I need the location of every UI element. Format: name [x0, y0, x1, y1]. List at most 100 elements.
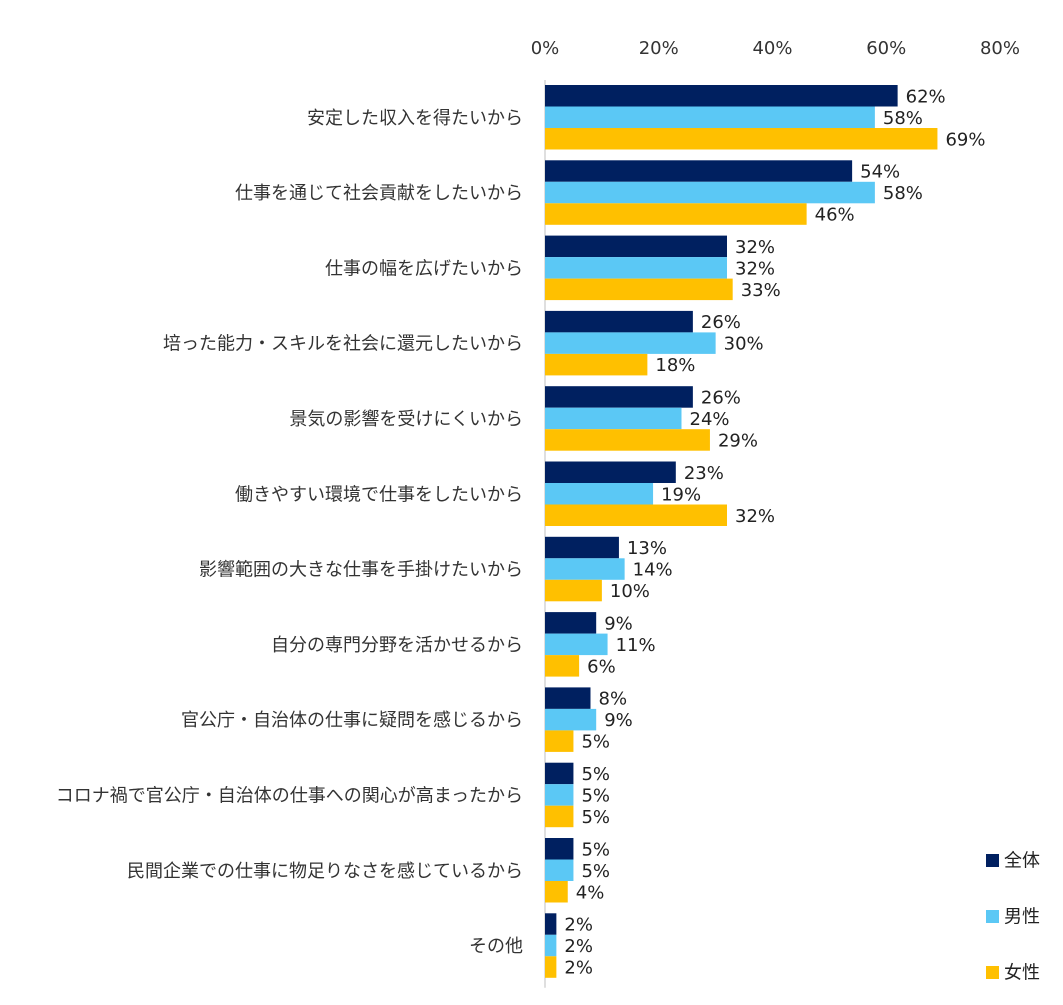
- bar: [545, 913, 557, 935]
- bar: [545, 257, 727, 279]
- category-label: 仕事の幅を広げたいから: [325, 258, 523, 279]
- category-label: 影響範囲の大きな仕事を手掛けたいから: [199, 560, 523, 581]
- data-label: 58%: [883, 108, 923, 129]
- data-label: 26%: [701, 387, 741, 408]
- legend-label: 男性: [1004, 907, 1040, 928]
- category-label: 民間企業での仕事に物足りなさを感じているから: [127, 861, 523, 882]
- data-label: 26%: [701, 312, 741, 333]
- legend-label: 全体: [1004, 851, 1040, 872]
- data-label: 19%: [661, 484, 701, 505]
- bar: [545, 85, 898, 107]
- legend-label: 女性: [1004, 963, 1040, 984]
- category-label: 自分の専門分野を活かせるから: [271, 635, 523, 656]
- data-label: 23%: [684, 463, 724, 484]
- bar: [545, 483, 654, 505]
- data-label: 2%: [564, 958, 593, 979]
- data-label: 5%: [581, 839, 610, 860]
- data-label: 29%: [718, 430, 758, 451]
- bar: [545, 612, 597, 634]
- data-label: 5%: [581, 807, 610, 828]
- data-label: 6%: [587, 656, 616, 677]
- data-label: 33%: [741, 280, 781, 301]
- x-tick-label: 20%: [639, 38, 679, 59]
- bar: [545, 762, 574, 785]
- data-label: 5%: [581, 785, 610, 806]
- bar: [545, 956, 557, 978]
- category-labels: 安定した収入を得たいから仕事を通じて社会貢献をしたいから仕事の幅を広げたいから培…: [56, 108, 523, 957]
- bar: [545, 429, 710, 451]
- category-label: 官公庁・自治体の仕事に疑問を感じるから: [181, 710, 523, 731]
- x-tick-label: 60%: [866, 38, 906, 59]
- data-label: 58%: [883, 183, 923, 204]
- bar: [545, 536, 619, 559]
- data-label: 5%: [581, 732, 610, 753]
- data-label: 32%: [735, 506, 775, 527]
- legend-swatch: [986, 854, 999, 867]
- bar: [545, 579, 602, 602]
- category-label: その他: [469, 936, 523, 957]
- data-label: 46%: [815, 205, 855, 226]
- data-label: 62%: [906, 86, 946, 107]
- data-label: 5%: [581, 764, 610, 785]
- bar: [545, 461, 676, 483]
- bar: [545, 687, 591, 709]
- data-label: 54%: [860, 162, 900, 183]
- category-label: 景気の影響を受けにくいから: [289, 409, 523, 430]
- bar: [545, 633, 608, 656]
- category-label: コロナ禍で官公庁・自治体の仕事への関心が高まったから: [56, 785, 523, 806]
- data-label: 13%: [627, 538, 667, 559]
- data-label: 9%: [604, 613, 633, 634]
- data-label: 69%: [945, 129, 985, 150]
- data-label: 10%: [610, 581, 650, 602]
- bar: [545, 106, 875, 128]
- data-label: 9%: [604, 710, 633, 731]
- data-label: 5%: [581, 861, 610, 882]
- x-axis-ticks: 0% 20% 40% 60% 80%: [531, 38, 1020, 988]
- bar: [545, 655, 580, 677]
- data-label: 30%: [724, 334, 764, 355]
- x-tick-label: 40%: [752, 38, 792, 59]
- bar: [545, 386, 693, 408]
- bar: [545, 235, 727, 258]
- bar: [545, 160, 853, 182]
- data-label: 8%: [599, 689, 628, 710]
- data-label: 14%: [633, 560, 673, 581]
- data-label: 32%: [735, 237, 775, 258]
- bar: [545, 278, 733, 301]
- bar: [545, 838, 574, 860]
- data-label: 2%: [564, 915, 593, 936]
- category-label: 働きやすい環境で仕事をしたいから: [235, 484, 523, 505]
- bar: [545, 558, 625, 580]
- bar: [545, 407, 682, 430]
- data-label: 24%: [690, 409, 730, 430]
- bar: [545, 203, 807, 225]
- bar: [545, 353, 648, 376]
- category-label: 仕事を通じて社会貢献をしたいから: [235, 183, 523, 204]
- x-tick-label: 0%: [531, 38, 560, 59]
- category-label: 培った能力・スキルを社会に還元したいから: [163, 334, 523, 355]
- bars: 62%58%69%54%58%46%32%32%33%26%30%18%26%2…: [545, 85, 985, 979]
- bar: [545, 708, 597, 731]
- data-label: 11%: [616, 635, 656, 656]
- bar: [545, 784, 574, 806]
- bar: [545, 310, 693, 333]
- legend-swatch: [986, 966, 999, 979]
- data-label: 2%: [564, 936, 593, 957]
- bar: [545, 504, 727, 526]
- bar: [545, 128, 938, 150]
- data-label: 32%: [735, 258, 775, 279]
- bar: [545, 730, 574, 752]
- data-label: 4%: [576, 882, 605, 903]
- bar: [545, 332, 716, 354]
- legend-swatch: [986, 910, 999, 923]
- x-tick-label: 80%: [980, 38, 1020, 59]
- bar: [545, 881, 568, 903]
- bar: [545, 934, 557, 957]
- bar: [545, 859, 574, 881]
- category-label: 安定した収入を得たいから: [307, 108, 523, 129]
- data-label: 18%: [655, 355, 695, 376]
- bar: [545, 181, 875, 204]
